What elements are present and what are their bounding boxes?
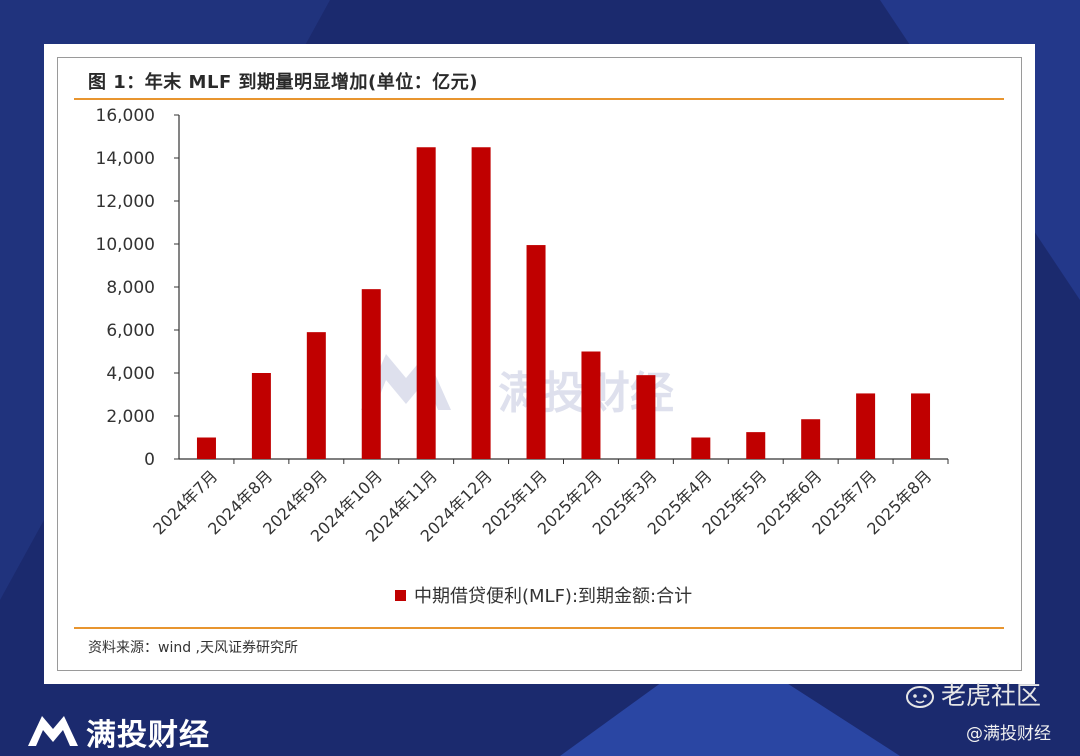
- chart-card: 图 1：年末 MLF 到期量明显增加(单位：亿元) 满投财经 0 2,000 4,0…: [57, 57, 1022, 671]
- legend-swatch: [395, 590, 406, 601]
- chart-legend: 中期借贷便利(MLF):到期金额:合计: [395, 586, 692, 607]
- x-axis: 2024年7月2024年8月2024年9月2024年10月2024年11月202…: [149, 458, 949, 546]
- chart-title: 图 1：年末 MLF 到期量明显增加(单位：亿元): [88, 72, 478, 93]
- bar: [691, 437, 711, 459]
- bar: [746, 432, 766, 459]
- source-divider: [74, 627, 1004, 629]
- bar: [801, 419, 821, 459]
- tiger-face-icon: [906, 686, 934, 708]
- bar: [636, 375, 656, 459]
- y-tick-label: 4,000: [106, 364, 155, 384]
- bar: [581, 351, 601, 459]
- bar: [856, 393, 876, 459]
- figure-panel: 图 1：年末 MLF 到期量明显增加(单位：亿元) 满投财经 0 2,000 4,0…: [44, 44, 1035, 684]
- mantou-m-logo-icon: [28, 716, 78, 746]
- y-tick-label: 12,000: [96, 192, 155, 212]
- brand-name: 满投财经: [86, 718, 210, 753]
- y-tick-label: 8,000: [106, 278, 155, 298]
- bar: [526, 245, 546, 459]
- bar: [196, 437, 216, 459]
- bar-chart: 满投财经 0 2,000 4,000 6,000 8,000 10,000 12,000 14…: [96, 106, 949, 607]
- bar: [306, 332, 326, 459]
- bar: [911, 393, 931, 459]
- y-tick-label: 10,000: [96, 235, 155, 255]
- author-handle: @满投财经: [966, 724, 1051, 744]
- y-axis: 0 2,000 4,000 6,000 8,000 10,000 12,000 14,000 1…: [96, 106, 180, 470]
- y-tick-label: 14,000: [96, 149, 155, 169]
- community-name: 老虎社区: [941, 681, 1042, 710]
- source-note: 资料来源：wind ,天风证券研究所: [88, 640, 298, 656]
- community-mark: 老虎社区: [905, 676, 1041, 712]
- y-tick-label: 2,000: [106, 407, 155, 427]
- legend-label: 中期借贷便利(MLF):到期金额:合计: [414, 586, 692, 607]
- bar: [361, 289, 381, 459]
- y-tick-label: 0: [144, 450, 155, 470]
- bar: [471, 147, 491, 459]
- bar-series: [196, 147, 931, 459]
- bar: [251, 373, 271, 459]
- y-tick-label: 16,000: [96, 106, 155, 126]
- bar: [416, 147, 436, 459]
- y-tick-label: 6,000: [106, 321, 155, 341]
- title-divider: [74, 98, 1004, 100]
- watermark: 满投财经: [361, 354, 674, 419]
